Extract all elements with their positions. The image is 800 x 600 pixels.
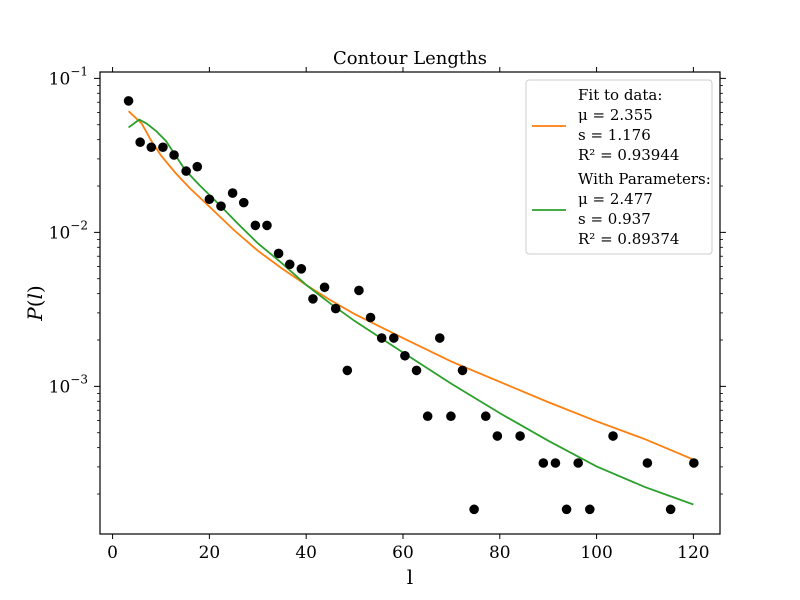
x-tick-label-4: 80 [489, 543, 511, 563]
y-axis-label-base: P [23, 307, 47, 322]
data-point-31 [480, 411, 491, 422]
y-tick-label-exponent-0: −1 [70, 64, 88, 78]
legend-text-1-3: R² = 0.89374 [578, 230, 679, 248]
data-point-22 [376, 333, 387, 343]
legend-text-0-1: μ = 2.355 [578, 106, 653, 124]
legend-text-1-0: With Parameters: [578, 170, 711, 188]
data-point-26 [422, 411, 433, 422]
y-axis-label-open-paren: ( [23, 299, 47, 307]
plot-frame [99, 71, 721, 535]
y-tick-label-0: 10−1 [49, 64, 88, 89]
y-tick-label-base-2: 10 [49, 377, 71, 397]
data-point-17 [319, 282, 330, 293]
legend-text-1-1: μ = 2.477 [578, 190, 653, 208]
data-point-18 [330, 303, 341, 314]
y-tick-label-exponent-1: −2 [70, 218, 88, 232]
y-axis-label: P(l) [23, 285, 47, 322]
x-tick-label-3: 60 [392, 543, 414, 563]
legend-box [525, 79, 713, 255]
data-point-7 [204, 194, 215, 205]
data-point-10 [238, 197, 249, 208]
series-line-0 [127, 110, 694, 461]
y-tick-label-2: 10−3 [49, 372, 88, 397]
data-point-16 [308, 294, 318, 304]
x-tick-label-2: 40 [295, 543, 317, 563]
data-point-20 [354, 285, 364, 296]
plot-clipped-group [123, 96, 699, 515]
legend-text-0-3: R² = 0.93944 [578, 146, 679, 164]
x-tick-label-1: 20 [199, 543, 221, 563]
data-point-15 [296, 264, 307, 274]
y-axis-label-arg: l [23, 293, 47, 299]
data-point-2 [146, 142, 157, 153]
legend: Fit to data: μ = 2.355 s = 1.176 R² = 0.939… [525, 79, 713, 255]
data-point-14 [284, 259, 295, 270]
y-tick-label-exponent-2: −3 [70, 372, 88, 386]
data-point-24 [400, 350, 410, 361]
data-point-32 [492, 431, 503, 441]
data-point-3 [158, 142, 168, 153]
chart-title: Contour Lengths [333, 48, 487, 69]
data-point-36 [561, 504, 572, 515]
data-point-28 [446, 411, 456, 422]
data-point-40 [642, 458, 653, 468]
y-axis-label-close-paren: ) [23, 285, 47, 293]
data-point-35 [550, 458, 561, 468]
data-point-37 [573, 458, 583, 468]
y-tick-label-1: 10−2 [49, 218, 88, 243]
y-tick-label-base-1: 10 [49, 223, 71, 243]
series-line-1 [128, 118, 694, 506]
plot-area [123, 96, 699, 515]
y-tick-label-base-0: 10 [49, 69, 71, 89]
legend-text-1-2: s = 0.937 [578, 210, 651, 228]
data-point-13 [273, 248, 284, 259]
data-point-41 [665, 504, 676, 515]
data-point-5 [181, 166, 191, 176]
legend-text-0-0: Fit to data: [578, 86, 662, 104]
legend-text-0-2: s = 1.176 [578, 126, 651, 144]
data-point-42 [689, 458, 699, 468]
data-point-30 [469, 504, 479, 515]
data-point-4 [169, 150, 179, 160]
data-point-0 [123, 96, 134, 106]
data-point-25 [411, 365, 422, 376]
data-point-19 [342, 365, 353, 376]
data-point-11 [250, 220, 261, 231]
x-tick-label-0: 0 [107, 543, 118, 563]
x-tick-label-5: 100 [580, 543, 612, 563]
data-point-12 [262, 220, 272, 231]
data-point-34 [538, 458, 549, 468]
x-tick-label-6: 120 [677, 543, 709, 563]
data-point-33 [515, 431, 525, 441]
data-point-23 [388, 333, 399, 343]
data-point-21 [365, 312, 376, 323]
data-point-29 [457, 365, 468, 376]
data-point-1 [135, 137, 145, 148]
data-point-6 [192, 161, 203, 172]
x-axis-label: l [407, 565, 413, 589]
data-point-38 [585, 504, 595, 515]
data-point-39 [608, 431, 618, 441]
data-point-8 [216, 201, 226, 211]
data-point-27 [434, 333, 445, 343]
data-point-9 [227, 188, 238, 198]
